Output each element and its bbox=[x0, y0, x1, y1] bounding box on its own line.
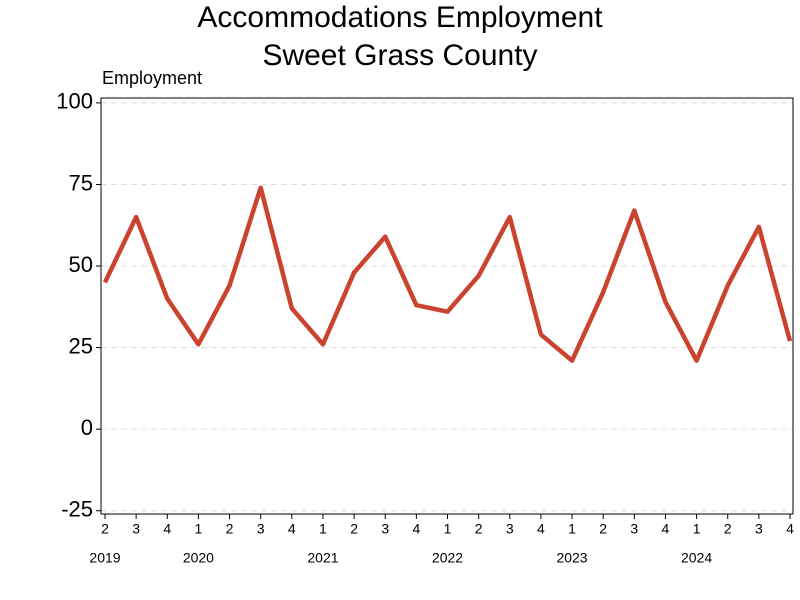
y-tick-label: 25 bbox=[69, 333, 93, 358]
x-tick-label: 2 bbox=[724, 521, 732, 537]
year-label: 2022 bbox=[432, 550, 463, 566]
y-tick-label: -25 bbox=[61, 497, 93, 522]
chart-subtitle: Sweet Grass County bbox=[262, 39, 537, 72]
y-tick-label: 75 bbox=[69, 170, 93, 195]
x-tick-label: 2 bbox=[101, 521, 109, 537]
x-tick-label: 3 bbox=[755, 521, 763, 537]
plot-frame bbox=[100, 97, 794, 515]
x-tick-label: 3 bbox=[132, 521, 140, 537]
year-label: 2024 bbox=[681, 550, 712, 566]
x-tick-label: 4 bbox=[662, 521, 670, 537]
x-tick-label: 2 bbox=[226, 521, 234, 537]
x-tick-label: 1 bbox=[444, 521, 452, 537]
x-tick-label: 4 bbox=[288, 521, 296, 537]
x-tick-label: 2 bbox=[350, 521, 358, 537]
x-tick-label: 3 bbox=[257, 521, 265, 537]
x-tick-label: 3 bbox=[381, 521, 389, 537]
year-label: 2019 bbox=[89, 550, 120, 566]
y-tick-label: 100 bbox=[56, 89, 93, 114]
x-tick-label: 2 bbox=[599, 521, 607, 537]
x-tick-label: 1 bbox=[693, 521, 701, 537]
y-axis-label: Employment bbox=[102, 68, 202, 88]
year-label: 2023 bbox=[556, 550, 587, 566]
grid bbox=[101, 102, 793, 512]
x-tick-label: 4 bbox=[786, 521, 794, 537]
year-label: 2020 bbox=[183, 550, 214, 566]
x-tick-label: 3 bbox=[630, 521, 638, 537]
series-line bbox=[102, 185, 793, 363]
x-tick-label: 4 bbox=[537, 521, 545, 537]
x-tick-label: 1 bbox=[568, 521, 576, 537]
x-tick-label: 2 bbox=[475, 521, 483, 537]
x-tick-label: 1 bbox=[195, 521, 203, 537]
x-tick-label: 3 bbox=[506, 521, 514, 537]
x-tick-label: 4 bbox=[163, 521, 171, 537]
x-tick-label: 1 bbox=[319, 521, 327, 537]
y-tick-label: 0 bbox=[81, 415, 93, 440]
y-tick-label: 50 bbox=[69, 252, 93, 277]
x-tick-label: 4 bbox=[412, 521, 420, 537]
chart-title: Accommodations Employment bbox=[197, 1, 603, 34]
year-label: 2021 bbox=[307, 550, 338, 566]
